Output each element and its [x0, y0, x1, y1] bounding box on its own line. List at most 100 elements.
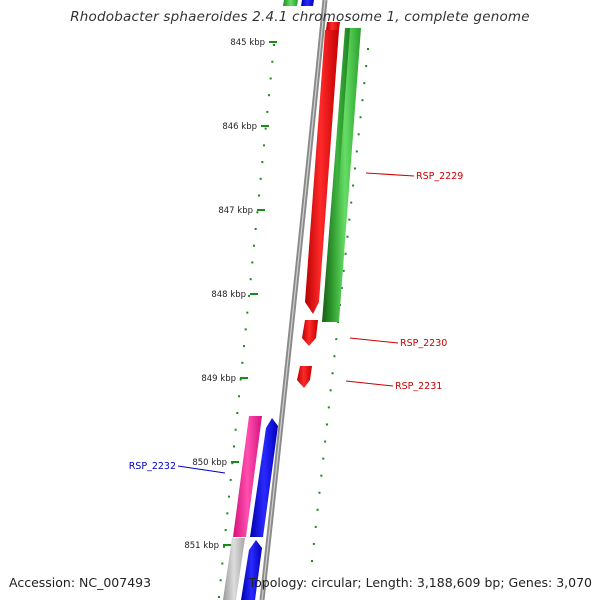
guide-dot: [271, 60, 274, 63]
guide-dot: [340, 286, 343, 289]
guide-dot: [234, 428, 237, 431]
map-title: Rhodobacter sphaeroides 2.4.1 chromosome…: [70, 9, 530, 25]
guide-dot: [325, 423, 328, 426]
feature-green-top: [283, 0, 298, 6]
kbp-ticks: 845 kbp 846 kbp 847 kbp 848 kbp 849 kbp 850 k…: [184, 38, 277, 551]
feature-red-rsp2230: [302, 320, 318, 346]
gene-label[interactable]: RSP_2229: [416, 171, 463, 182]
guide-dot: [269, 77, 272, 80]
guide-dot: [352, 184, 355, 187]
guide-dot: [218, 596, 220, 598]
guide-dot: [322, 457, 325, 460]
guide-dot: [342, 269, 345, 272]
guide-dot: [244, 328, 247, 331]
guide-dot: [254, 228, 257, 230]
feature-red-rsp2231: [297, 366, 312, 388]
gene-leader-line: [349, 337, 399, 344]
kbp-tick-label: 846 kbp: [222, 122, 257, 132]
kbp-tick-label: 851 kbp: [184, 541, 219, 551]
feature-pink-rsp2232: [233, 416, 262, 537]
guide-dot: [259, 177, 262, 180]
guide-dot: [357, 133, 360, 136]
feature-grey-bottom: [223, 538, 245, 600]
kbp-tick-label: 847 kbp: [218, 206, 253, 216]
guide-dot: [314, 525, 317, 528]
kbp-tick-mark: [240, 377, 248, 379]
guide-dot: [258, 194, 260, 197]
gene-labels: RSP_2229 RSP_2230 RSP_2231 RSP_2232: [129, 171, 463, 474]
guide-dot: [344, 252, 347, 255]
guide-dot: [335, 338, 338, 341]
feature-blue-bottom: [241, 540, 262, 600]
guide-dot: [233, 445, 235, 448]
guide-dot: [327, 406, 330, 409]
kbp-tick-label: 848 kbp: [211, 290, 246, 300]
guide-dot: [355, 150, 358, 153]
guide-dot: [329, 389, 332, 392]
guide-dot: [253, 244, 255, 247]
guide-dot: [348, 218, 351, 221]
kbp-tick-label: 849 kbp: [201, 374, 236, 384]
backbone-highlight: [261, 0, 326, 600]
guide-dot: [224, 529, 227, 532]
gene-label[interactable]: RSP_2232: [129, 461, 176, 472]
guide-dot: [229, 478, 232, 481]
guide-dot: [219, 579, 222, 582]
guide-dot: [363, 82, 366, 85]
guide-dot: [353, 167, 356, 170]
guide-dot: [350, 201, 353, 204]
guide-dot: [273, 44, 275, 46]
guide-dot: [249, 278, 252, 281]
guide-dot: [261, 161, 264, 164]
guide-dot: [367, 48, 369, 50]
guide-dot: [246, 311, 249, 314]
guide-dot: [333, 355, 336, 358]
guide-dot: [359, 116, 362, 119]
guide-dot: [318, 491, 321, 494]
guide-dot: [311, 560, 313, 562]
feature-blue-top: [301, 0, 314, 6]
guide-dot: [256, 211, 259, 214]
guide-dot: [241, 361, 244, 364]
guide-dot: [239, 378, 242, 381]
guide-dot: [337, 321, 340, 324]
kbp-tick-mark: [223, 544, 231, 546]
feature-red-long-top: [326, 22, 340, 30]
guide-dot: [312, 542, 315, 545]
guide-dot: [263, 144, 265, 147]
guide-dot: [228, 495, 230, 498]
guide-dot: [221, 562, 224, 565]
guide-dot: [320, 474, 323, 477]
guide-dot: [365, 65, 368, 68]
feature-green-long-b: [329, 28, 361, 322]
kbp-tick-mark: [231, 461, 239, 463]
gene-label[interactable]: RSP_2230: [400, 338, 447, 349]
feature-red-long: [305, 30, 339, 314]
kbp-tick-mark: [250, 293, 258, 295]
guide-dot: [361, 99, 364, 102]
guide-dot: [251, 261, 254, 264]
guide-dot: [316, 508, 319, 511]
guide-dot: [231, 462, 234, 465]
guide-dot: [324, 440, 327, 443]
kbp-tick-mark: [257, 209, 265, 211]
guide-dot: [243, 345, 245, 348]
feature-blue-mid: [250, 418, 278, 537]
guide-dot: [264, 127, 267, 130]
accession-text: Accession: NC_007493: [9, 575, 152, 590]
guide-dot: [268, 94, 270, 97]
kbp-tick-mark: [261, 125, 269, 127]
guide-dot: [331, 372, 334, 375]
kbp-tick-label: 845 kbp: [230, 38, 265, 48]
feature-green-long-a: [322, 28, 352, 322]
gene-leader-line: [345, 380, 394, 387]
gene-label[interactable]: RSP_2231: [395, 381, 442, 392]
guide-dot: [226, 512, 229, 515]
guide-dot: [238, 395, 240, 398]
gene-leader-line: [177, 465, 226, 474]
guide-dot: [248, 294, 250, 297]
guide-dot: [346, 235, 349, 238]
genome-summary-text: Topology: circular; Length: 3,188,609 bp…: [248, 575, 592, 590]
tick-guide-left: [218, 44, 275, 598]
